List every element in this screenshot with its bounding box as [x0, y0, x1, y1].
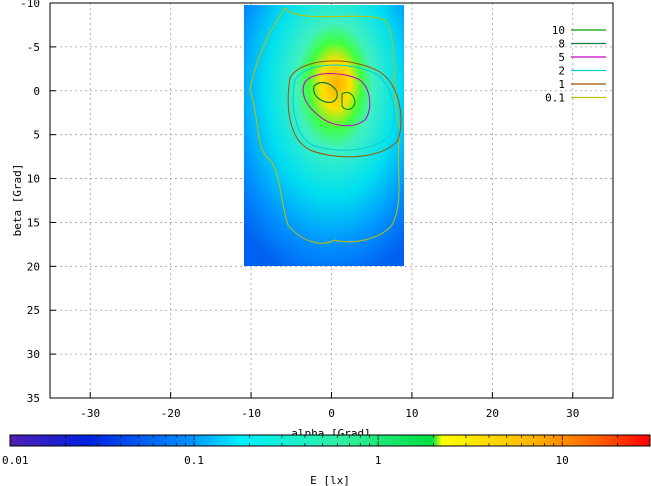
y-tick-label: 15: [27, 216, 40, 229]
y-tick-label: 30: [27, 348, 40, 361]
colorbar-tick-label: 0.1: [184, 454, 204, 467]
x-tick-label: 10: [405, 407, 418, 420]
y-axis-label: beta [Grad]: [11, 164, 24, 237]
contour-1: [287, 60, 402, 158]
y-tick-label: 10: [27, 173, 40, 186]
colorbar-gradient: [9, 434, 651, 447]
x-tick-label: -20: [161, 407, 181, 420]
y-axis-ticks: -10 -5 0 5 10 15 20 25 30 35: [20, 0, 56, 405]
x-axis-ticks: -30 -20 -10 0 10 20 30: [80, 392, 579, 420]
legend-label: 10: [552, 24, 565, 37]
contour-5: [302, 73, 371, 127]
contour-2: [292, 64, 395, 151]
colorbar-ticks: 0.01 0.1 1 10: [2, 435, 651, 467]
y-tick-label: 20: [27, 260, 40, 273]
y-tick-label: 35: [27, 392, 40, 405]
y-tick-label: 5: [33, 129, 40, 142]
legend-label: 5: [558, 51, 565, 64]
x-tick-label: 20: [486, 407, 499, 420]
x-tick-label: -10: [241, 407, 261, 420]
y-tick-label: -10: [20, 0, 40, 10]
y-tick-label: 25: [27, 304, 40, 317]
y-tick-label: 0: [33, 85, 40, 98]
x-tick-label: 30: [566, 407, 579, 420]
y-tick-label: -5: [27, 41, 40, 54]
colorbar-tick-label: 1: [375, 454, 382, 467]
contour-0.1: [249, 7, 401, 244]
legend-label: 2: [558, 65, 565, 78]
x-tick-label: 0: [328, 407, 335, 420]
colorbar-label: E [lx]: [310, 474, 350, 486]
heatmap-field: [244, 5, 404, 266]
colorbar-tick-label: 0.01: [2, 454, 29, 467]
heatmap-region: [244, 5, 404, 266]
legend-label: 1: [558, 78, 565, 91]
contour-10: [341, 91, 356, 111]
x-tick-label: -30: [80, 407, 100, 420]
legend-label: 8: [558, 38, 565, 51]
contour-8: [313, 81, 338, 103]
colorbar: 0.01 0.1 1 10 E [lx]: [2, 434, 651, 486]
legend-label: 0.1: [545, 92, 565, 105]
colorbar-tick-label: 10: [556, 454, 569, 467]
